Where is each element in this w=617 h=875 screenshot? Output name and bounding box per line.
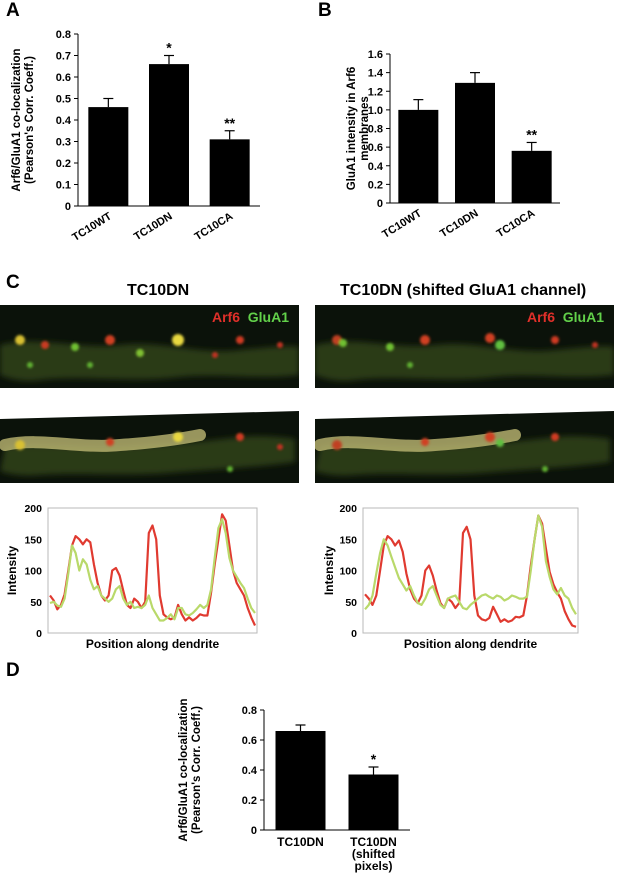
y-axis-title: GluA1 intensity in Arf6 xyxy=(346,67,358,191)
y-tick-label: 150 xyxy=(339,534,357,546)
micrograph-left-bottom xyxy=(0,407,299,483)
bar-B xyxy=(511,150,552,203)
panel-c-left-title: TC10DN xyxy=(127,282,190,299)
y-axis-title: (Pearson's Corr. Coeff.) xyxy=(191,706,203,834)
y-tick-label: 1.2 xyxy=(368,86,383,98)
y-axis-title: membranes xyxy=(359,96,371,161)
category-label: TC10DN xyxy=(277,835,324,849)
y-tick-label: 0.8 xyxy=(242,705,257,717)
micrograph-left-top-label: Arf6 GluA1 xyxy=(212,309,289,325)
y-tick-label: 1.6 xyxy=(368,49,383,61)
bar-A xyxy=(149,64,189,206)
y-tick-label: 0.7 xyxy=(56,51,71,63)
y-tick-label: 0.2 xyxy=(242,795,257,807)
y-tick-label: 0.8 xyxy=(368,124,383,136)
significance-marker: ** xyxy=(526,126,537,142)
y-tick-label: 100 xyxy=(339,566,357,578)
series-line-C-left xyxy=(49,518,256,622)
y-tick-label: 0.4 xyxy=(368,161,384,173)
category-label: TC10DN xyxy=(438,207,481,240)
y-tick-label: 0 xyxy=(351,628,357,640)
y-tick-label: 200 xyxy=(339,503,357,515)
panel-letter-a: A xyxy=(6,0,20,21)
micrograph-left-bottom-image xyxy=(0,407,299,476)
bar-B xyxy=(398,109,439,203)
category-label: TC10WT xyxy=(380,207,424,241)
micrograph-left-top-image xyxy=(0,334,299,381)
category-label: TC10WT xyxy=(70,210,114,244)
y-tick-label: 0.5 xyxy=(56,94,71,106)
panel-letter-c: C xyxy=(6,272,20,293)
micrograph-right-top-label: Arf6 GluA1 xyxy=(527,309,604,325)
channel-label-red: Arf6 xyxy=(211,309,240,325)
bar-D xyxy=(275,731,326,830)
category-label: TC10CA xyxy=(193,210,236,243)
significance-marker: ** xyxy=(224,115,235,131)
y-tick-label: 0.3 xyxy=(56,137,71,149)
panel-letter-b: B xyxy=(318,0,332,21)
y-axis-title: Intensity xyxy=(5,546,19,596)
y-tick-label: 50 xyxy=(345,597,357,609)
panel-letter-d: D xyxy=(6,660,20,681)
y-tick-label: 0.2 xyxy=(56,158,71,170)
y-tick-label: 0.2 xyxy=(368,179,383,191)
y-tick-label: 1.0 xyxy=(368,105,383,117)
y-tick-label: 0.1 xyxy=(56,180,71,192)
y-tick-label: 200 xyxy=(24,503,42,515)
y-tick-label: 0.6 xyxy=(368,142,383,154)
channel-label-green: GluA1 xyxy=(247,309,289,325)
category-label: TC10DN xyxy=(132,210,175,243)
y-tick-label: 100 xyxy=(24,566,42,578)
y-tick-label: 0.6 xyxy=(56,72,71,84)
significance-marker: * xyxy=(166,40,172,56)
micrograph-right-top: Arf6 GluA1 xyxy=(315,305,614,388)
bar-A xyxy=(88,107,129,206)
y-tick-label: 0 xyxy=(251,825,257,837)
x-axis-title: Position along dendrite xyxy=(86,637,220,651)
y-tick-label: 0.4 xyxy=(56,115,72,127)
y-axis-title: Intensity xyxy=(322,546,336,596)
y-axis-title: (Pearson's Corr. Coeff.) xyxy=(24,56,36,184)
series-line-C-right xyxy=(364,514,577,615)
plot-frame-C-left xyxy=(47,507,258,634)
y-tick-label: 0.6 xyxy=(242,735,257,747)
y-tick-label: 0 xyxy=(36,628,42,640)
y-tick-label: 1.4 xyxy=(368,68,384,80)
panel-c-right-title: TC10DN (shifted GluA1 channel) xyxy=(340,282,587,299)
channel-label-green: GluA1 xyxy=(562,309,604,325)
y-axis-title: Arf6/GluA1 co-localization xyxy=(178,698,190,841)
y-tick-label: 0 xyxy=(65,201,71,213)
micrograph-right-top-image xyxy=(315,333,614,381)
bar-A xyxy=(209,139,250,206)
y-tick-label: 0.8 xyxy=(56,29,71,41)
y-axis-title: Arf6/GluA1 co-localization xyxy=(11,48,23,191)
channel-label-red: Arf6 xyxy=(526,309,555,325)
y-tick-label: 150 xyxy=(24,534,42,546)
micrograph-right-bottom xyxy=(315,407,614,483)
x-axis-title: Position along dendrite xyxy=(404,637,538,651)
category-label: pixels) xyxy=(354,859,392,873)
category-label: (shifted xyxy=(352,847,395,861)
y-tick-label: 0 xyxy=(377,198,383,210)
bar-D xyxy=(348,774,399,830)
category-label: TC10CA xyxy=(495,207,538,240)
micrograph-left-top: Arf6 GluA1 xyxy=(0,305,299,388)
micrograph-right-bottom-image xyxy=(315,407,614,476)
plot-frame-C-right xyxy=(362,507,579,634)
category-label: TC10DN xyxy=(350,835,397,849)
significance-marker: * xyxy=(371,751,377,767)
bar-B xyxy=(455,82,495,203)
y-tick-label: 0.4 xyxy=(242,765,258,777)
y-tick-label: 50 xyxy=(30,597,42,609)
